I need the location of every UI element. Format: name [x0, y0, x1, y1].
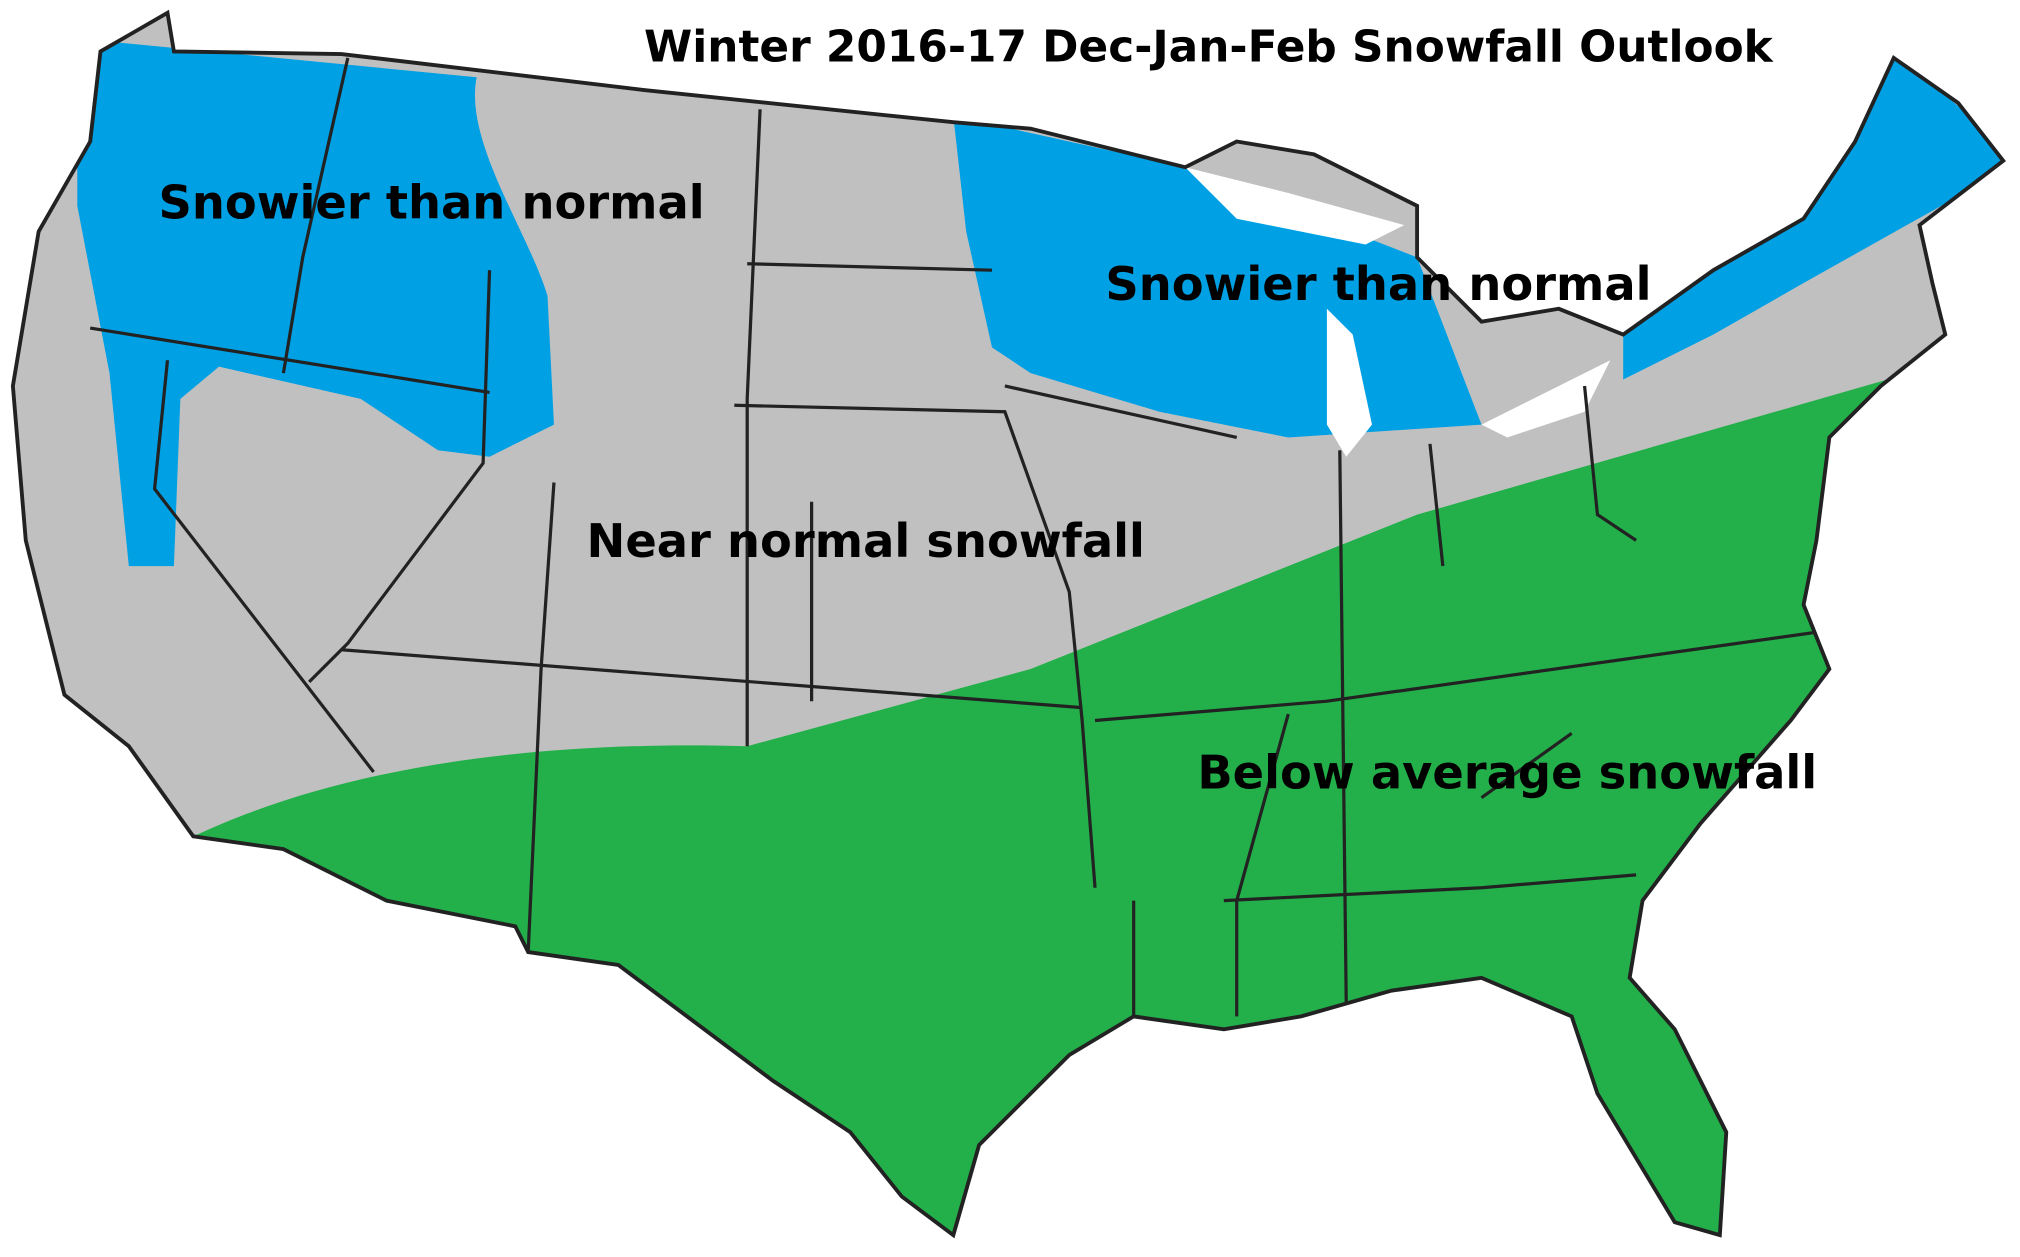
region-label: Below average snowfall	[1197, 746, 1817, 800]
great-lakes	[1185, 167, 1611, 457]
region-label: Snowier than normal	[158, 176, 704, 230]
state-lines	[89, 57, 1830, 1017]
region-label: Near normal snowfall	[587, 514, 1145, 568]
map-title: Winter 2016-17 Dec-Jan-Feb Snowfall Outl…	[644, 22, 1774, 73]
region-label: Snowier than normal	[1105, 257, 1651, 311]
snowier-area-west	[77, 38, 554, 567]
snowier-area-northeast	[1623, 51, 2004, 380]
